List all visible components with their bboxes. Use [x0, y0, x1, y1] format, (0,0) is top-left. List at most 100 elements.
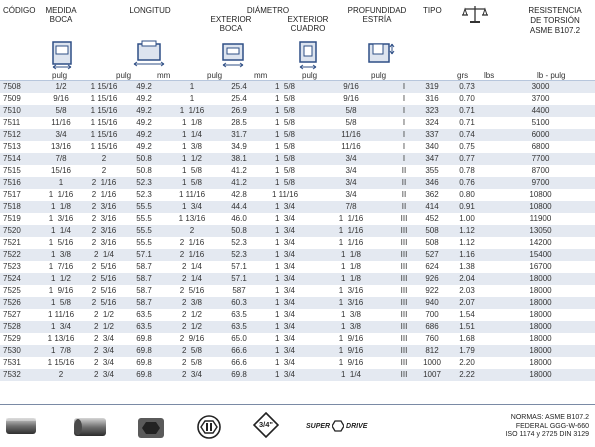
table-cell: 50.8	[218, 225, 260, 237]
table-cell: 2	[86, 153, 122, 165]
table-cell: 1 5/8	[166, 165, 218, 177]
table-cell: 50.8	[122, 165, 166, 177]
table-cell: 1 3/4	[260, 237, 310, 249]
table-cell: 1 13/16	[166, 213, 218, 225]
table-row: 7517 1 1/16 2 1/16 52.3 1 11/16 42.8 1 11/16 3/…	[0, 189, 595, 201]
table-cell: 41.2	[218, 177, 260, 189]
table-cell: 2 3/4	[86, 369, 122, 381]
table-cell: 2 3/4	[86, 333, 122, 345]
table-cell: 2 1/16	[86, 189, 122, 201]
table-cell: 1 5/8	[260, 93, 310, 105]
table-cell: 55.5	[122, 213, 166, 225]
table-cell: 922	[416, 285, 448, 297]
table-cell: 7532	[0, 369, 36, 381]
table-cell: 66.6	[218, 345, 260, 357]
table-cell: 13/16	[36, 141, 86, 153]
table-cell: 58.7	[122, 273, 166, 285]
table-cell: III	[392, 225, 416, 237]
table-cell: 18000	[486, 333, 595, 345]
table-cell: 2 1/16	[166, 237, 218, 249]
table-cell: 1 3/4	[260, 249, 310, 261]
header-tipo: TIPO	[423, 6, 442, 15]
header-divider	[0, 80, 595, 81]
table-cell: 1 11/16	[260, 189, 310, 201]
table-cell: 1 5/8	[166, 177, 218, 189]
table-cell: 1 3/4	[260, 297, 310, 309]
unit-long-pulg: pulg	[116, 71, 132, 80]
table-cell: 18000	[486, 285, 595, 297]
table-cell: 49.2	[122, 105, 166, 117]
table-cell: 11900	[486, 213, 595, 225]
table-cell: III	[392, 285, 416, 297]
header-profundidad: PROFUNDIDAD ESTRÍA	[347, 6, 407, 24]
table-cell: II	[392, 189, 416, 201]
spec-table: 7508 1/2 1 15/16 49.2 1 25.4 1 5/8 9/16 I 319 0.73…	[0, 81, 595, 381]
table-cell: 25.4	[218, 93, 260, 105]
table-cell: 1 1/4	[310, 369, 392, 381]
table-cell: 0.71	[448, 117, 486, 129]
table-cell: 15400	[486, 249, 595, 261]
table-cell: 69.8	[218, 369, 260, 381]
table-cell: 1 1/8	[166, 117, 218, 129]
table-cell: 414	[416, 201, 448, 213]
table-cell: 2 5/16	[86, 285, 122, 297]
table-cell: 2 3/4	[166, 369, 218, 381]
table-cell: 57.1	[218, 273, 260, 285]
table-cell: 26.9	[218, 105, 260, 117]
table-cell: 2 5/16	[86, 261, 122, 273]
table-cell: 2 1/16	[166, 249, 218, 261]
table-cell: 1 7/8	[36, 345, 86, 357]
table-cell: 2 1/2	[166, 321, 218, 333]
table-cell: 57.1	[218, 261, 260, 273]
table-cell: 7513	[0, 141, 36, 153]
table-cell: II	[392, 177, 416, 189]
table-cell: 2 3/16	[86, 225, 122, 237]
table-cell: 1 3/4	[260, 273, 310, 285]
table-cell: 0.80	[448, 189, 486, 201]
table-cell: 337	[416, 129, 448, 141]
table-cell: 52.3	[122, 189, 166, 201]
table-cell: 7700	[486, 153, 595, 165]
table-row: 7526 1 5/8 2 5/16 58.7 2 3/8 60.3 1 3/4 1 3/16 I…	[0, 297, 595, 309]
table-cell: 1.51	[448, 321, 486, 333]
table-cell: 1.12	[448, 225, 486, 237]
table-cell: 7/8	[310, 201, 392, 213]
table-cell: 1 15/16	[36, 357, 86, 369]
table-cell: 0.73	[448, 81, 486, 93]
table-cell: 0.74	[448, 129, 486, 141]
table-cell: 0.78	[448, 165, 486, 177]
table-cell: 18000	[486, 369, 595, 381]
table-cell: 4400	[486, 105, 595, 117]
table-cell: 1.54	[448, 309, 486, 321]
table-row: 7528 1 3/4 2 1/2 63.5 2 1/2 63.5 1 3/4 1 3/8 III…	[0, 321, 595, 333]
table-cell: I	[392, 81, 416, 93]
table-cell: 1 9/16	[310, 333, 392, 345]
table-cell: 7530	[0, 345, 36, 357]
socket-opening-icon	[52, 41, 72, 70]
table-cell: 2	[36, 369, 86, 381]
table-cell: III	[392, 357, 416, 369]
table-row: 7524 1 1/2 2 5/16 58.7 2 1/4 57.1 1 3/4 1 1/8 II…	[0, 273, 595, 285]
table-cell: 7526	[0, 297, 36, 309]
table-cell: 1 1/16	[310, 237, 392, 249]
table-cell: 1 3/4	[260, 345, 310, 357]
table-cell: 319	[416, 81, 448, 93]
table-cell: 1 5/8	[260, 117, 310, 129]
socket-outer-diameter-icon	[222, 43, 244, 68]
table-cell: I	[392, 141, 416, 153]
table-cell: 1 11/16	[166, 189, 218, 201]
table-cell: 1 3/4	[260, 357, 310, 369]
table-cell: 7511	[0, 117, 36, 129]
balance-scale-icon	[462, 6, 488, 23]
table-cell: 1 15/16	[86, 129, 122, 141]
table-cell: 5/8	[310, 105, 392, 117]
table-cell: 5/8	[36, 105, 86, 117]
table-cell: 5/8	[310, 117, 392, 129]
unit-medida-pulg: pulg	[52, 71, 68, 80]
table-cell: 2	[166, 225, 218, 237]
table-cell: 7508	[0, 81, 36, 93]
table-cell: 63.5	[218, 321, 260, 333]
table-cell: 508	[416, 237, 448, 249]
table-cell: 57.1	[122, 249, 166, 261]
table-cell: 3/4	[310, 153, 392, 165]
